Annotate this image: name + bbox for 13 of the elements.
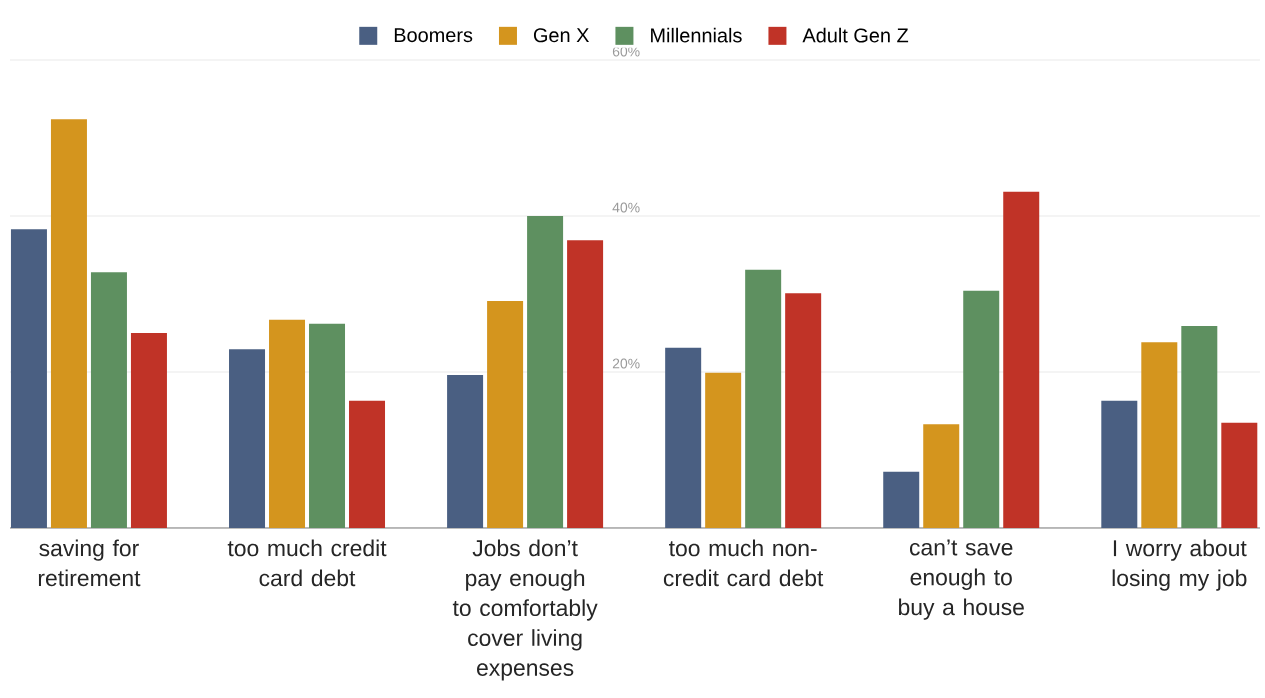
x-tick-label: too much non-credit card debt [663,539,824,587]
y-tick-label: 40% [612,202,640,213]
x-tick-label: too much credit card debt [227,539,387,587]
legend-label: Millennials [651,27,742,43]
x-tick-label: saving for retirement [38,539,141,587]
x-tick-label: can’t save enough to buy a house [899,539,1024,620]
legend-label: Adult Gen Z [802,27,909,43]
legend-label: Boomers [394,28,473,43]
legend-label: Gen X [533,28,590,43]
y-tick-label: 20% [612,358,640,369]
y-tick-label: 60% [612,46,640,57]
x-tick-label: I worry about losing my job [1112,539,1247,591]
x-tick-label: Jobs don’t pay enough to comfortably cover living expenses [452,539,598,681]
